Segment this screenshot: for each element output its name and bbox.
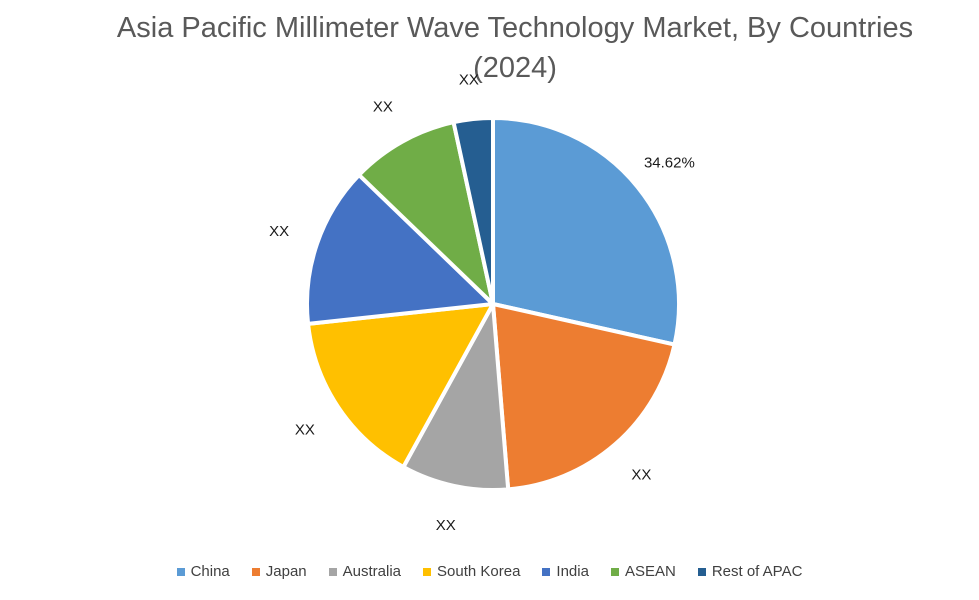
legend-swatch bbox=[542, 567, 551, 576]
legend-item-china: China bbox=[176, 563, 230, 580]
data-label-india: XX bbox=[269, 223, 289, 240]
legend-label: China bbox=[190, 563, 230, 580]
pie-slice-australia bbox=[401, 302, 511, 492]
pie-slice-india bbox=[305, 172, 495, 326]
legend-label: South Korea bbox=[437, 563, 521, 580]
legend-item-india: India bbox=[542, 563, 589, 580]
legend-label: Rest of APAC bbox=[711, 563, 803, 580]
legend-label: ASEAN bbox=[624, 563, 676, 580]
legend-item-rest-of-apac: Rest of APAC bbox=[697, 563, 803, 580]
legend-swatch bbox=[328, 567, 337, 576]
pie-slice-japan bbox=[491, 302, 677, 492]
data-label-asean: XX bbox=[373, 99, 393, 116]
legend-label: Japan bbox=[265, 563, 307, 580]
legend-item-australia: Australia bbox=[328, 563, 402, 580]
data-label-australia: XX bbox=[436, 517, 456, 534]
legend-item-asean: ASEAN bbox=[610, 563, 676, 580]
legend-swatch bbox=[697, 567, 706, 576]
pie-chart: 34.62% XX XX XX XX XX XX bbox=[269, 71, 695, 534]
legend-swatch bbox=[610, 567, 619, 576]
pie-slice-south-korea bbox=[306, 302, 495, 469]
data-label-south-korea: XX bbox=[295, 421, 315, 438]
data-label-rest-of-apac: XX bbox=[459, 71, 479, 88]
data-label-china: 34.62% bbox=[644, 155, 695, 172]
pie-slice-rest-of-apac bbox=[451, 116, 495, 306]
legend-item-south-korea: South Korea bbox=[423, 563, 520, 580]
legend-swatch bbox=[251, 567, 260, 576]
legend-label: India bbox=[556, 563, 589, 580]
pie-slice-china bbox=[491, 116, 681, 347]
legend-swatch bbox=[423, 567, 432, 576]
pie-slice-asean bbox=[357, 120, 495, 306]
data-label-japan: XX bbox=[631, 466, 651, 483]
legend-item-japan: Japan bbox=[251, 563, 307, 580]
chart-title: Asia Pacific Millimeter Wave Technology … bbox=[116, 12, 914, 84]
legend-label: Australia bbox=[342, 563, 402, 580]
legend-swatch bbox=[176, 567, 185, 576]
legend: China Japan Australia South Korea India ASEAN… bbox=[0, 563, 979, 580]
